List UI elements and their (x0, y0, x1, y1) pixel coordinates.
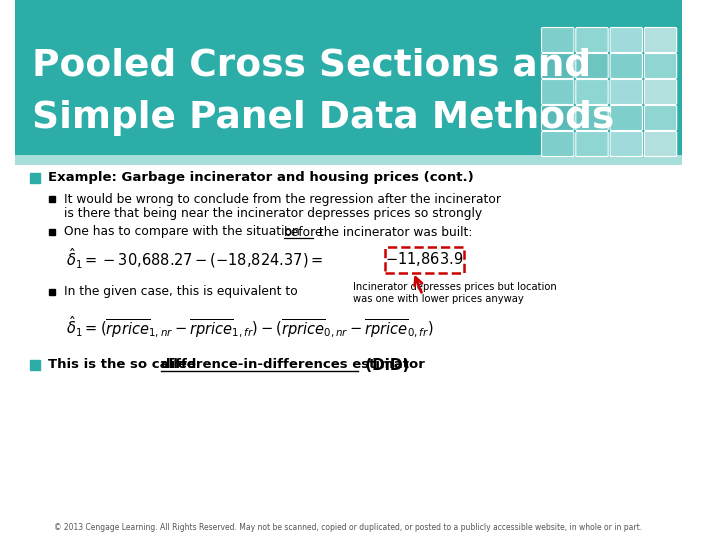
FancyBboxPatch shape (576, 79, 608, 105)
FancyBboxPatch shape (644, 28, 677, 52)
FancyBboxPatch shape (644, 105, 677, 131)
FancyBboxPatch shape (541, 53, 574, 78)
FancyBboxPatch shape (644, 53, 677, 78)
Text: Example: Garbage incinerator and housing prices (cont.): Example: Garbage incinerator and housing… (48, 172, 474, 185)
Text: Incinerator depresses prices but location: Incinerator depresses prices but locatio… (353, 282, 557, 292)
FancyBboxPatch shape (541, 28, 574, 52)
FancyBboxPatch shape (541, 79, 574, 105)
FancyBboxPatch shape (576, 132, 608, 157)
FancyBboxPatch shape (384, 247, 464, 273)
FancyBboxPatch shape (644, 132, 677, 157)
FancyBboxPatch shape (610, 53, 642, 78)
Text: (DiD): (DiD) (361, 357, 410, 373)
Text: One has to compare with the situation: One has to compare with the situation (64, 226, 304, 239)
Text: Simple Panel Data Methods: Simple Panel Data Methods (32, 100, 614, 136)
FancyBboxPatch shape (576, 105, 608, 131)
FancyBboxPatch shape (541, 132, 574, 157)
FancyBboxPatch shape (541, 105, 574, 131)
FancyArrowPatch shape (415, 278, 422, 293)
Text: $\hat{\delta}_1 = (\overline{rprice}_{1,nr} - \overline{rprice}_{1,fr}) - (\over: $\hat{\delta}_1 = (\overline{rprice}_{1,… (66, 314, 433, 340)
FancyBboxPatch shape (610, 28, 642, 52)
Text: $\hat{\delta}_1 = -30{,}688.27 - (-18{,}824.37) =$: $\hat{\delta}_1 = -30{,}688.27 - (-18{,}… (66, 247, 323, 271)
Text: difference-in-differences estimator: difference-in-differences estimator (161, 359, 426, 372)
Text: the incinerator was built:: the incinerator was built: (315, 226, 472, 239)
Text: It would be wrong to conclude from the regression after the incinerator: It would be wrong to conclude from the r… (64, 192, 501, 206)
Text: In the given case, this is equivalent to: In the given case, this is equivalent to (64, 286, 298, 299)
FancyBboxPatch shape (15, 155, 682, 165)
Text: Pooled Cross Sections and: Pooled Cross Sections and (32, 48, 591, 84)
FancyBboxPatch shape (610, 132, 642, 157)
FancyBboxPatch shape (15, 0, 682, 155)
FancyBboxPatch shape (610, 79, 642, 105)
Text: is there that being near the incinerator depresses prices so strongly: is there that being near the incinerator… (64, 207, 482, 220)
FancyBboxPatch shape (576, 28, 608, 52)
Text: was one with lower prices anyway: was one with lower prices anyway (353, 294, 524, 304)
FancyBboxPatch shape (644, 79, 677, 105)
Text: $-11{,}863.9$: $-11{,}863.9$ (385, 250, 464, 268)
FancyBboxPatch shape (610, 105, 642, 131)
Text: before: before (284, 226, 323, 239)
Text: © 2013 Cengage Learning. All Rights Reserved. May not be scanned, copied or dupl: © 2013 Cengage Learning. All Rights Rese… (55, 523, 642, 532)
FancyBboxPatch shape (576, 53, 608, 78)
Text: This is the so called: This is the so called (48, 359, 202, 372)
